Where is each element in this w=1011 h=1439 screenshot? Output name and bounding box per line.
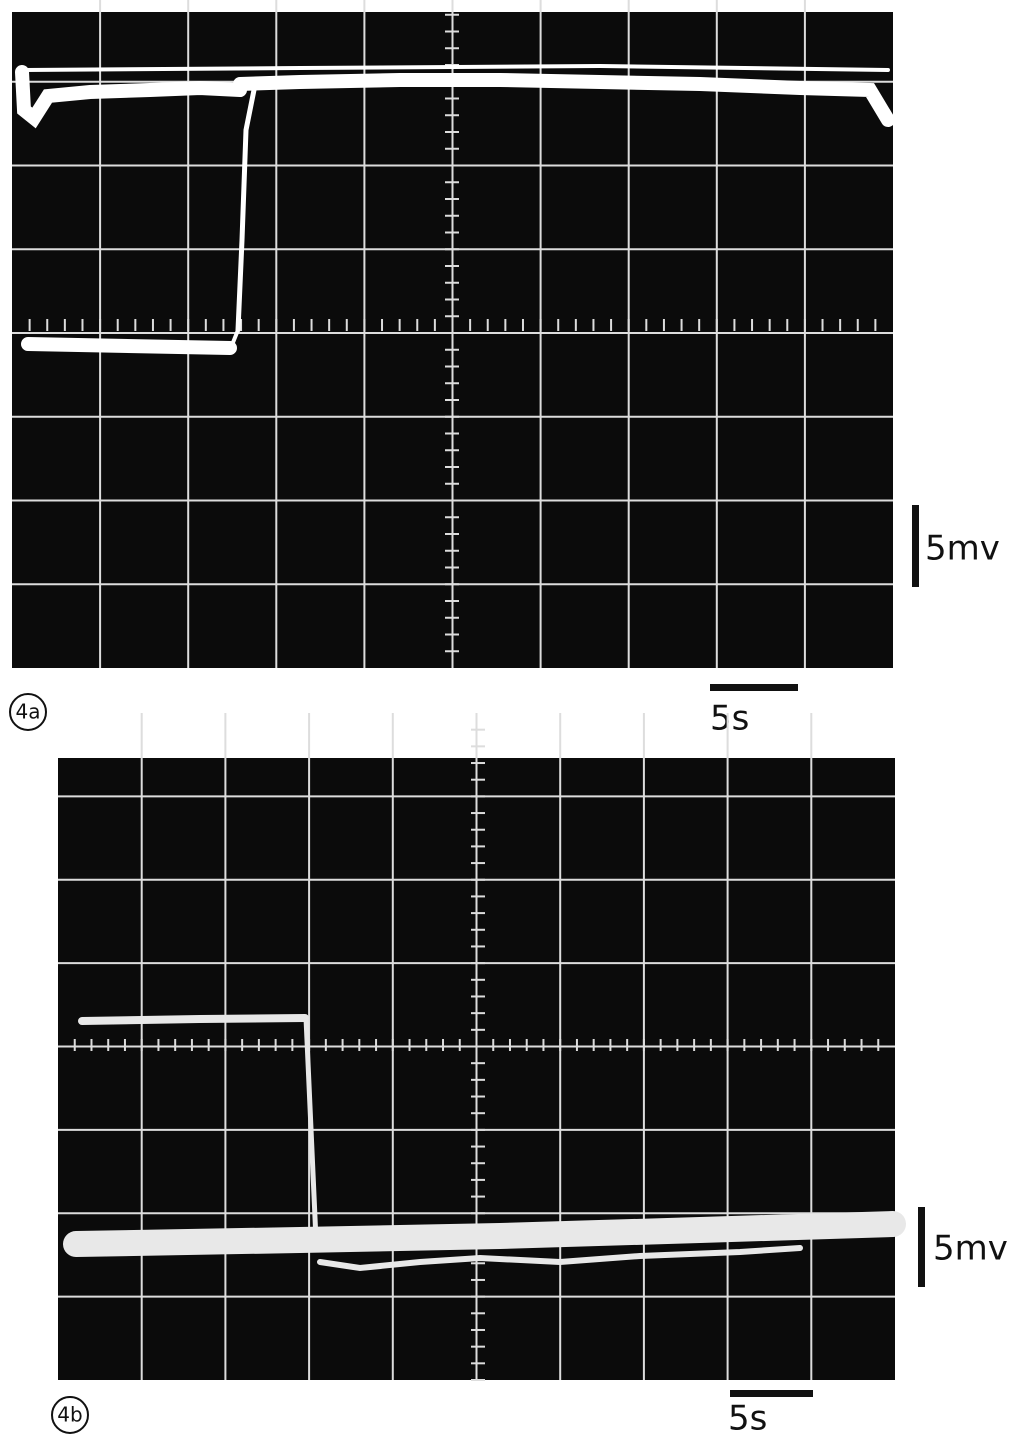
time-scale-bar xyxy=(710,684,798,691)
voltage-scale: 5mv xyxy=(925,529,1000,569)
time-scale: 5s xyxy=(728,1399,767,1439)
figure: 5mv 5s 4a 5mv 5s 4b xyxy=(0,0,1011,1439)
voltage-scale-bar xyxy=(918,1207,925,1287)
voltage-scale-bar xyxy=(912,505,919,587)
time-scale: 5s xyxy=(710,699,749,739)
time-scale-bar xyxy=(730,1390,813,1397)
panel-label: 4a xyxy=(16,700,41,724)
panel-label: 4b xyxy=(57,1403,82,1427)
voltage-scale: 5mv xyxy=(933,1229,1008,1269)
